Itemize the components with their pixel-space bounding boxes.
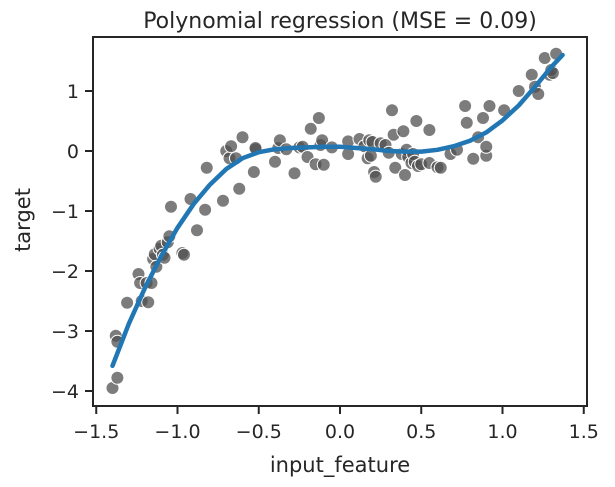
chart-title: Polynomial regression (MSE = 0.09) xyxy=(143,9,537,34)
scatter-point xyxy=(164,199,178,214)
scatter-point xyxy=(235,130,250,145)
y-tick-label: −4 xyxy=(51,381,79,403)
scatter-point xyxy=(388,160,403,175)
scatter-point xyxy=(476,111,490,125)
scatter-point xyxy=(120,295,135,310)
y-tick-label: 0 xyxy=(67,141,79,163)
scatter-point xyxy=(368,169,383,184)
scatter-point xyxy=(246,165,261,179)
scatter-point xyxy=(232,181,247,196)
scatter-point xyxy=(524,67,539,82)
scatter-point xyxy=(466,151,481,166)
y-tick-label: −1 xyxy=(51,201,79,223)
scatter-point xyxy=(385,103,399,118)
scatter-point xyxy=(224,139,239,154)
scatter-point xyxy=(316,157,331,172)
y-axis-label: target xyxy=(11,188,35,252)
scatter-point xyxy=(110,370,125,385)
x-tick-label: −1.5 xyxy=(73,421,119,443)
scatter-point xyxy=(482,99,497,113)
scatter-point xyxy=(198,202,213,217)
scatter-point xyxy=(398,168,412,182)
y-tick-label: 1 xyxy=(67,81,79,103)
x-tick-label: 1.0 xyxy=(487,421,517,443)
x-tick-label: 1.5 xyxy=(569,421,599,443)
y-tick-label: −2 xyxy=(51,261,79,283)
x-tick-label: −1.0 xyxy=(154,421,200,443)
scatter-point xyxy=(287,166,302,181)
plot-area xyxy=(105,46,565,395)
scatter-point xyxy=(422,123,437,137)
y-axis-ticks: −4 −3 −2 −1 0 1 xyxy=(51,81,93,403)
x-tick-label: 0.5 xyxy=(406,421,436,443)
x-axis-ticks: −1.5 −1.0 −0.5 0.0 0.5 1.0 1.5 xyxy=(73,406,599,443)
scatter-point xyxy=(190,223,204,238)
scatter-point xyxy=(141,295,156,310)
scatter-point xyxy=(433,160,448,175)
scatter-point xyxy=(409,114,424,128)
scatter-point xyxy=(531,87,546,101)
scatter-point xyxy=(199,160,214,175)
scatter-point xyxy=(303,121,318,136)
x-tick-label: 0.0 xyxy=(325,421,355,443)
scatter-point xyxy=(177,247,191,262)
scatter-point xyxy=(458,99,473,113)
scatter-point xyxy=(216,193,230,208)
scatter-point xyxy=(396,124,411,139)
y-tick-label: −3 xyxy=(51,321,79,343)
scatter-point xyxy=(311,111,326,125)
scatter-point xyxy=(511,84,526,98)
scatter-point xyxy=(479,139,494,154)
x-tick-label: −0.5 xyxy=(236,421,282,443)
x-axis-label: input_feature xyxy=(270,453,410,478)
scatter-point xyxy=(459,115,474,130)
regression-line xyxy=(110,52,565,369)
scatter-point xyxy=(268,154,282,169)
